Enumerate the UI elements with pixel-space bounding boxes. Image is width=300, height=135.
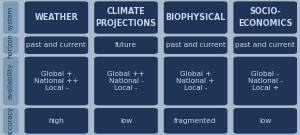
Text: Global +
National ++
Local -: Global + National ++ Local - [34, 70, 79, 92]
Text: system: system [8, 6, 14, 30]
FancyBboxPatch shape [3, 57, 19, 105]
FancyBboxPatch shape [164, 108, 227, 134]
Text: Global ++
National -
Local -: Global ++ National - Local - [107, 70, 145, 92]
FancyBboxPatch shape [25, 1, 88, 34]
Text: low: low [120, 118, 132, 124]
Text: high: high [49, 118, 64, 124]
Text: SOCIO-
ECONOMICS: SOCIO- ECONOMICS [238, 8, 292, 28]
Text: Global +
National +
Local -: Global + National + Local - [176, 70, 215, 92]
FancyBboxPatch shape [164, 36, 227, 54]
FancyBboxPatch shape [3, 36, 19, 54]
Text: accuracy: accuracy [8, 106, 14, 135]
FancyBboxPatch shape [233, 36, 297, 54]
FancyBboxPatch shape [233, 1, 297, 34]
Text: past and current: past and current [166, 42, 226, 48]
Text: low: low [259, 118, 271, 124]
Text: past and current: past and current [26, 42, 86, 48]
FancyBboxPatch shape [25, 36, 88, 54]
Text: fragmented: fragmented [174, 118, 217, 124]
Text: past and current: past and current [235, 42, 295, 48]
FancyBboxPatch shape [164, 1, 227, 34]
FancyBboxPatch shape [3, 108, 19, 134]
FancyBboxPatch shape [233, 57, 297, 105]
FancyBboxPatch shape [25, 108, 88, 134]
FancyBboxPatch shape [94, 108, 158, 134]
FancyBboxPatch shape [233, 108, 297, 134]
Text: Global -
National -
Local +: Global - National - Local + [248, 70, 283, 92]
FancyBboxPatch shape [94, 1, 158, 34]
FancyBboxPatch shape [25, 57, 88, 105]
FancyBboxPatch shape [94, 36, 158, 54]
Text: future: future [115, 42, 137, 48]
Text: BIOPHYSICAL: BIOPHYSICAL [165, 13, 226, 22]
FancyBboxPatch shape [3, 1, 19, 34]
Text: WEATHER: WEATHER [34, 13, 78, 22]
Text: CLIMATE
PROJECTIONS: CLIMATE PROJECTIONS [95, 8, 157, 28]
FancyBboxPatch shape [94, 57, 158, 105]
Text: horizon: horizon [8, 33, 14, 58]
FancyBboxPatch shape [164, 57, 227, 105]
Text: availability: availability [8, 63, 14, 99]
